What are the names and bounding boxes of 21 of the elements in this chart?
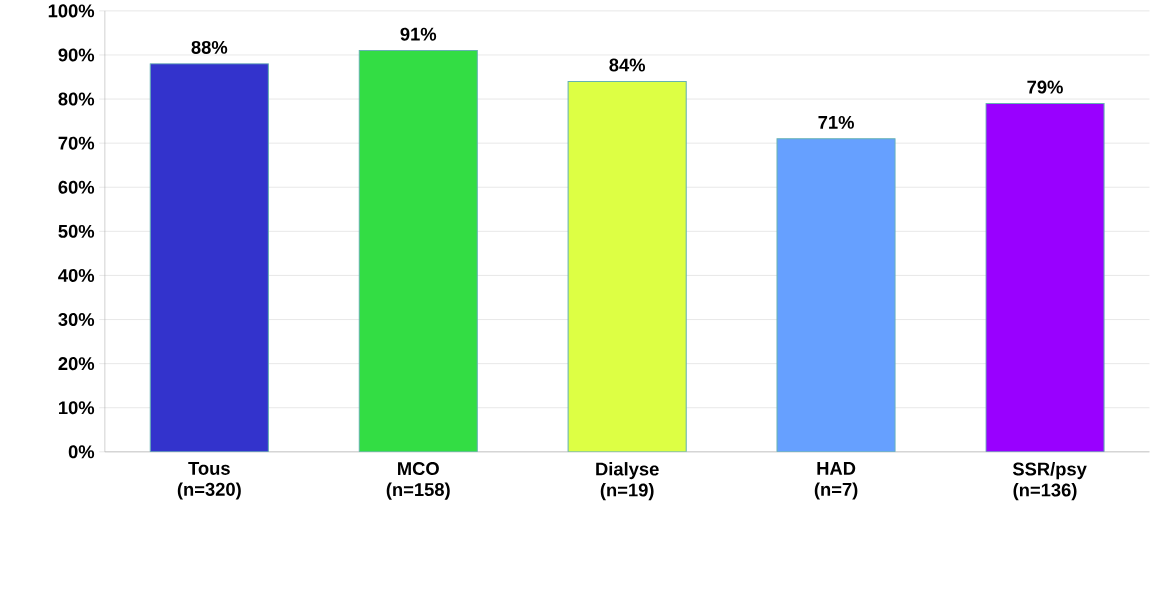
y-tick-label: 10%	[59, 401, 95, 415]
y-tick-label: 60%	[58, 180, 95, 194]
y-tick-label: 20%	[58, 356, 95, 370]
x-tick-label: Tous (n=320)	[177, 461, 241, 500]
y-tick-label: 40%	[58, 268, 95, 282]
y-tick-label: 70%	[58, 136, 95, 150]
y-tick-label: 80%	[58, 92, 95, 106]
data-label: 84%	[609, 58, 646, 72]
data-label: 79%	[1027, 80, 1063, 94]
y-tick-label: 100%	[48, 4, 95, 18]
data-label: 88%	[191, 40, 228, 54]
x-tick-label: HAD (n=7)	[814, 461, 858, 500]
y-tick-label: 50%	[58, 224, 95, 238]
data-label: 91%	[400, 27, 437, 41]
y-tick-label: 30%	[58, 312, 95, 326]
y-tick-label: 0%	[68, 445, 95, 459]
x-tick-label: SSR/psy (n=136)	[1012, 461, 1087, 500]
x-tick-label: Dialyse (n=19)	[596, 461, 659, 500]
x-tick-label: MCO (n=158)	[386, 461, 450, 500]
y-tick-label: 90%	[58, 48, 95, 62]
data-label: 71%	[818, 115, 854, 129]
